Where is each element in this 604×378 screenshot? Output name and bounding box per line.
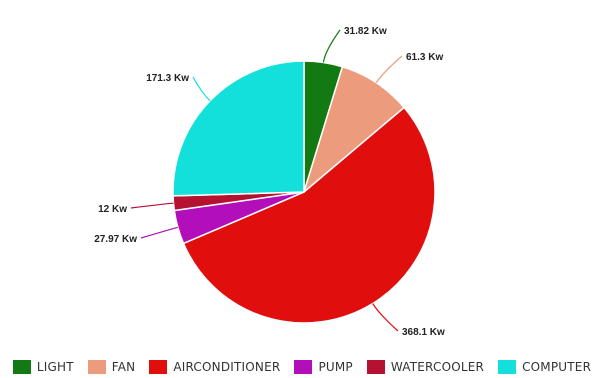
pie-chart: 31.82 Kw 61.3 Kw 368.1 Kw 27.97 Kw 12 Kw 171.… [94, 26, 445, 338]
legend-item-airconditioner[interactable]: AIRCONDITIONER [149, 360, 280, 374]
pie-slice-computer [172, 60, 305, 197]
legend-swatch-computer [498, 360, 517, 374]
legend-label-fan: FAN [111, 360, 136, 374]
legend-label-computer: COMPUTER [522, 360, 592, 374]
leader-line-light [322, 29, 341, 63]
legend-item-light[interactable]: LIGHT [12, 360, 74, 374]
leader-line-pump [140, 226, 178, 239]
data-label-fan: 61.3 Kw [406, 52, 443, 63]
leader-line-airconditioner [372, 303, 399, 332]
legend-swatch-light [12, 360, 31, 374]
data-labels: 31.82 Kw 61.3 Kw 368.1 Kw 27.97 Kw 12 Kw 171.… [94, 26, 445, 338]
legend-swatch-airconditioner [149, 360, 168, 374]
data-label-airconditioner: 368.1 Kw [402, 327, 445, 338]
pie-slices [172, 60, 436, 324]
legend-swatch-watercooler [366, 360, 385, 374]
legend: LIGHT FAN AIRCONDITIONER PUMP WATERCOOLER COM… [0, 356, 604, 378]
data-label-computer: 171.3 Kw [146, 73, 189, 84]
legend-item-pump[interactable]: PUMP [294, 360, 353, 374]
legend-swatch-fan [87, 360, 106, 374]
legend-label-light: LIGHT [36, 360, 74, 374]
leader-lines [130, 29, 403, 332]
legend-item-fan[interactable]: FAN [87, 360, 136, 374]
legend-item-watercooler[interactable]: WATERCOOLER [366, 360, 485, 374]
data-label-pump: 27.97 Kw [94, 234, 137, 245]
data-label-watercooler: 12 Kw [98, 204, 127, 215]
legend-label-pump: PUMP [318, 360, 353, 374]
leader-line-watercooler [130, 202, 174, 209]
leader-line-computer [192, 76, 211, 102]
legend-label-airconditioner: AIRCONDITIONER [173, 360, 281, 374]
data-label-light: 31.82 Kw [344, 26, 387, 37]
legend-label-watercooler: WATERCOOLER [390, 360, 485, 374]
legend-swatch-pump [294, 360, 313, 374]
legend-item-computer[interactable]: COMPUTER [498, 360, 591, 374]
leader-line-fan [375, 55, 403, 84]
